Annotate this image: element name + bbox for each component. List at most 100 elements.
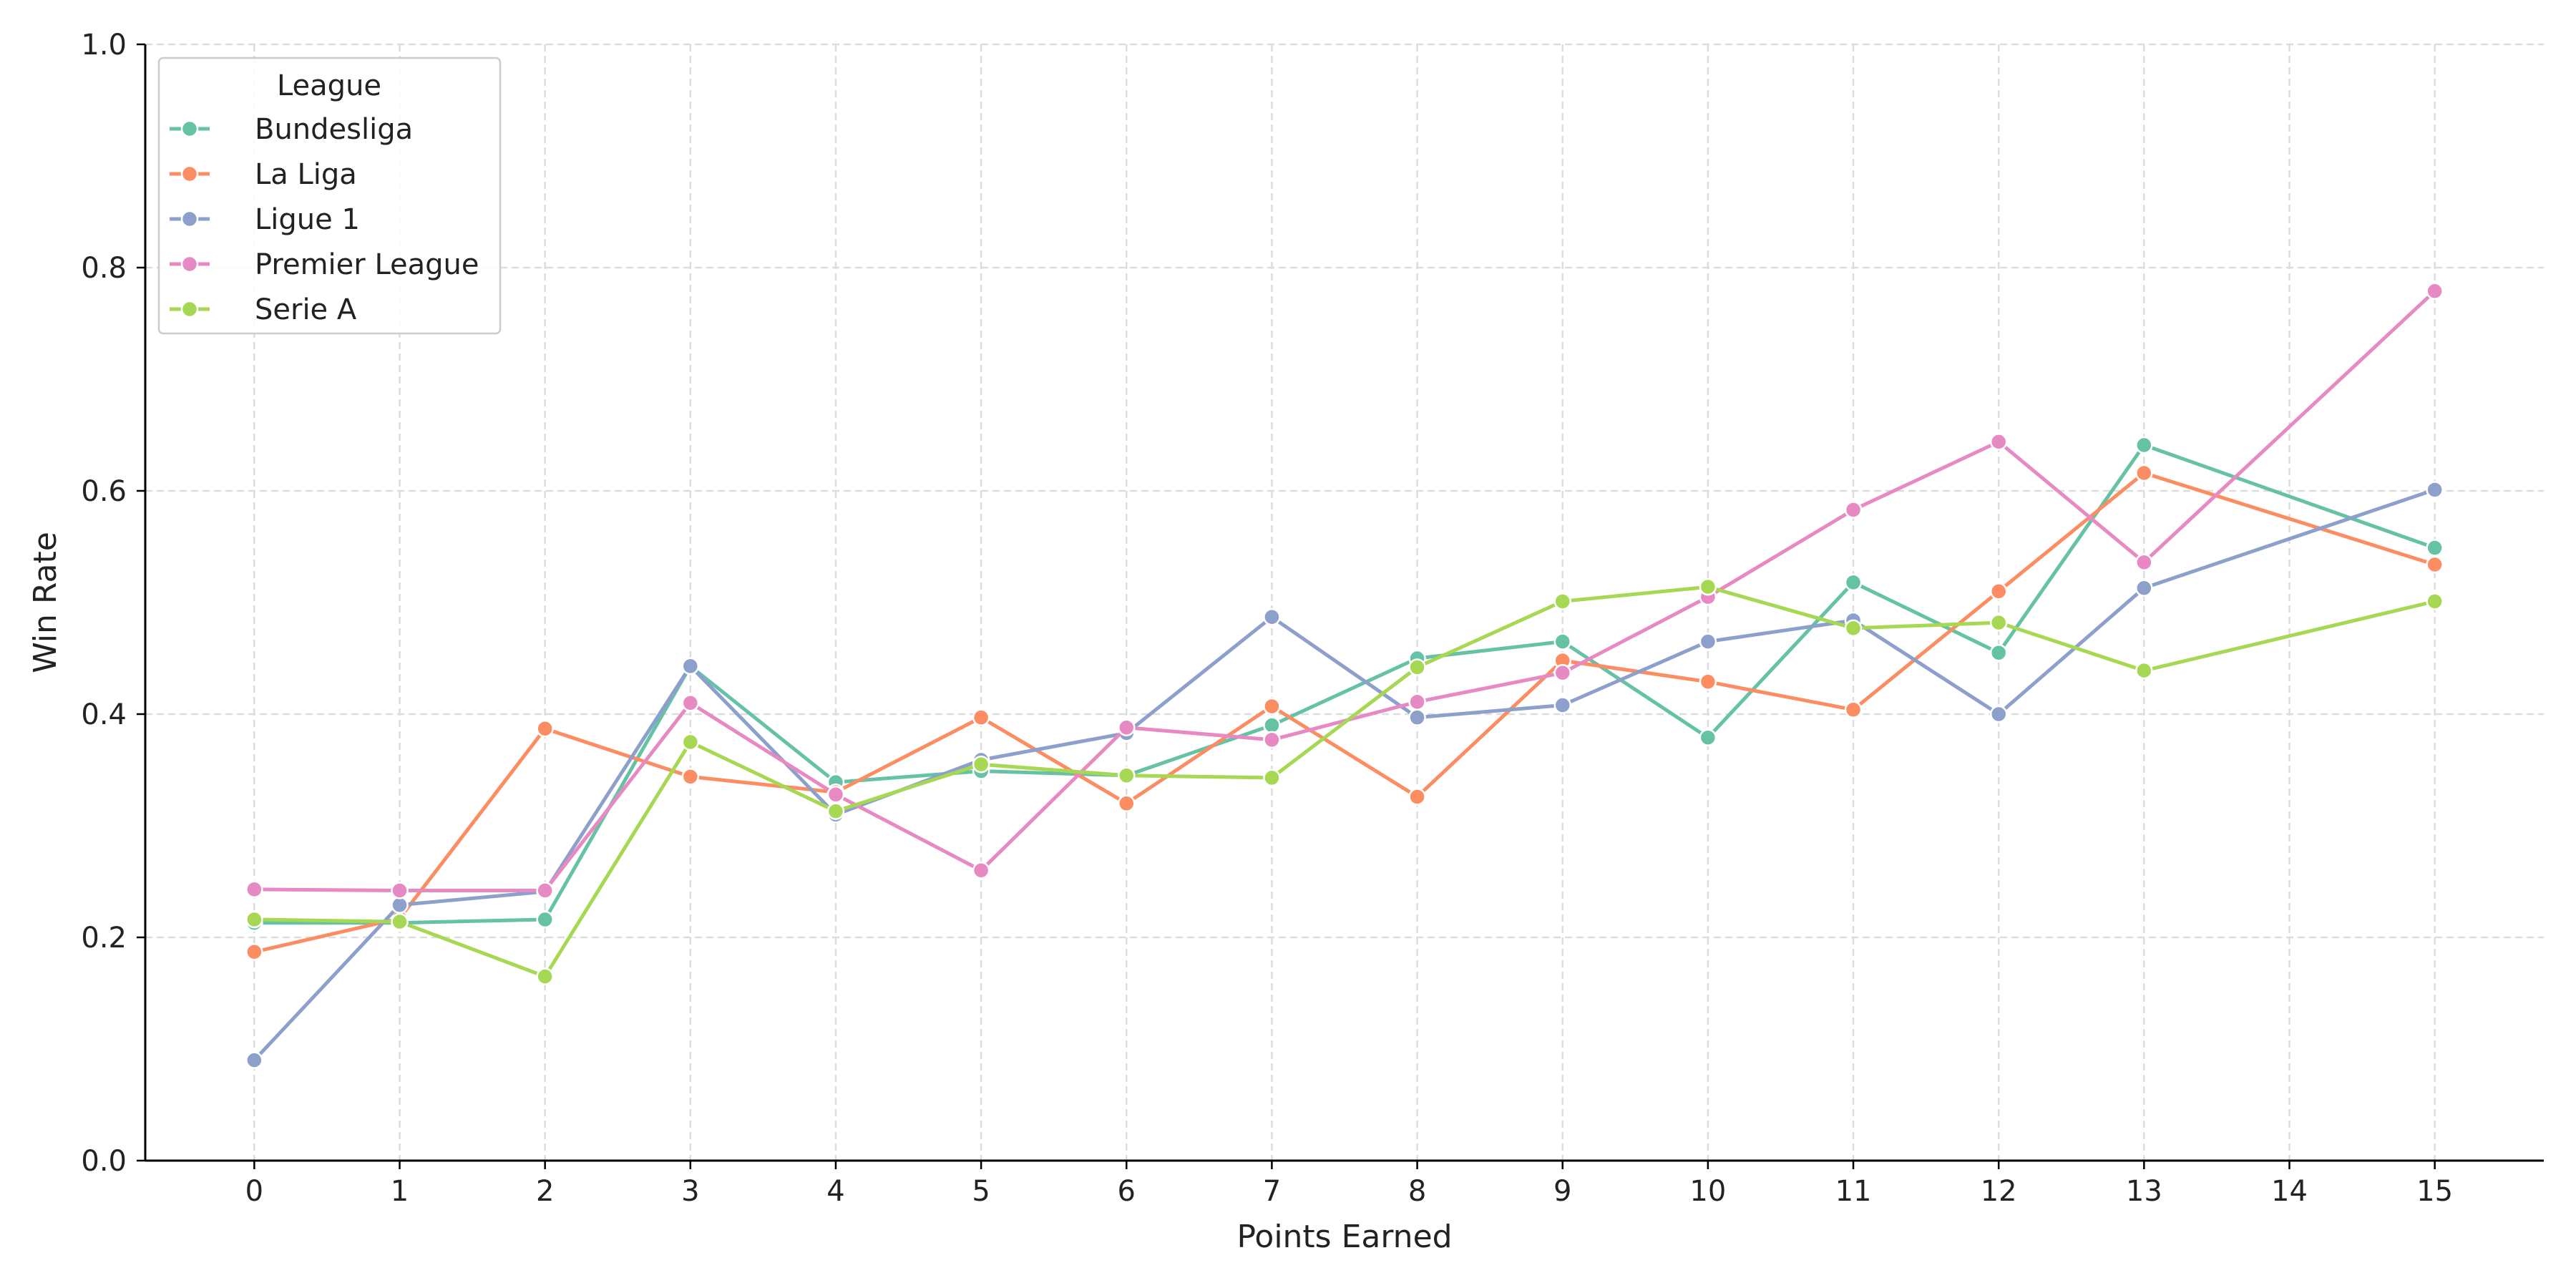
y-tick-label: 0.4 — [81, 698, 127, 731]
data-point — [2426, 481, 2444, 499]
legend-swatch-marker — [180, 300, 199, 318]
data-point — [245, 1051, 263, 1069]
data-point — [391, 896, 409, 914]
legend-title: League — [277, 69, 381, 102]
legend-item: Ligue 1 — [170, 203, 360, 236]
data-point — [245, 910, 263, 929]
data-point — [1263, 731, 1281, 749]
legend-swatch-marker — [180, 119, 199, 138]
legend-item: Bundesliga — [170, 113, 413, 146]
y-tick-label: 0.2 — [81, 922, 127, 955]
legend-label: La Liga — [255, 158, 357, 191]
data-point — [1699, 728, 1717, 747]
data-point — [826, 802, 845, 820]
x-tick-label: 14 — [2271, 1175, 2308, 1208]
data-point — [391, 882, 409, 899]
series-serie-a — [245, 577, 2444, 985]
x-tick-label: 13 — [2126, 1175, 2162, 1208]
x-tick-label: 12 — [1981, 1175, 2017, 1208]
legend-label: Bundesliga — [255, 113, 413, 146]
x-tick-label: 7 — [1263, 1175, 1281, 1208]
data-point — [2426, 282, 2444, 301]
data-point — [2135, 553, 2153, 572]
data-point — [681, 694, 700, 712]
axes — [137, 43, 2544, 1169]
x-tick-label: 4 — [826, 1175, 844, 1208]
data-point — [1844, 573, 1863, 592]
data-point — [681, 768, 700, 786]
x-tick-label: 1 — [391, 1175, 409, 1208]
data-point — [1553, 696, 1571, 714]
data-point — [1699, 673, 1717, 691]
legend-frame — [157, 57, 502, 335]
data-point — [1989, 433, 2008, 451]
data-point — [2426, 592, 2444, 610]
y-tick-label: 0.6 — [81, 475, 127, 508]
x-tick-label: 15 — [2416, 1175, 2453, 1208]
data-point — [1553, 664, 1571, 682]
legend-item: Serie A — [170, 293, 357, 326]
x-tick-label: 2 — [536, 1175, 554, 1208]
data-point — [972, 862, 990, 879]
data-point — [1118, 766, 1136, 785]
legend-swatch-marker — [180, 210, 199, 228]
tick-labels: 0 1 2 3 4 5 6 7 8 9 10 11 12 13 14 150.00.20.40.60.81.0 — [81, 29, 2453, 1208]
data-point — [1989, 705, 2008, 723]
data-point — [1408, 658, 1426, 676]
data-point — [2426, 539, 2444, 557]
data-point — [826, 786, 845, 804]
data-point — [1844, 619, 1863, 638]
x-tick-label: 5 — [972, 1175, 990, 1208]
data-point — [972, 708, 990, 726]
data-point — [2135, 579, 2153, 597]
data-point — [1844, 701, 1863, 719]
data-point — [536, 882, 554, 899]
data-point — [1263, 608, 1281, 626]
data-point — [1263, 697, 1281, 716]
data-point — [2135, 436, 2153, 454]
data-point — [1989, 643, 2008, 662]
x-tick-label: 0 — [245, 1175, 263, 1208]
legend-item: La Liga — [170, 158, 357, 191]
x-tick-label: 8 — [1408, 1175, 1426, 1208]
legend-label: Serie A — [255, 293, 357, 326]
data-point — [681, 733, 700, 751]
data-point — [245, 943, 263, 961]
series-lines — [245, 282, 2444, 1069]
y-tick-label: 0.0 — [81, 1145, 127, 1178]
data-point — [1408, 788, 1426, 806]
y-axis-title: Win Rate — [27, 532, 64, 673]
legend-swatch-marker — [180, 255, 199, 273]
x-tick-label: 6 — [1118, 1175, 1136, 1208]
data-point — [681, 657, 700, 675]
y-tick-label: 0.8 — [81, 252, 127, 285]
data-point — [1844, 501, 1863, 519]
y-tick-label: 1.0 — [81, 29, 127, 62]
x-tick-label: 9 — [1553, 1175, 1571, 1208]
data-point — [972, 755, 990, 774]
data-point — [1989, 582, 2008, 600]
legend-items: Bundesliga La Liga Ligue 1 Premier League Se… — [170, 113, 479, 326]
series-la-liga — [245, 464, 2444, 961]
x-tick-label: 11 — [1835, 1175, 1872, 1208]
data-point — [1989, 613, 2008, 632]
legend-label: Ligue 1 — [255, 203, 360, 236]
legend: League Bundesliga La Liga Ligue 1 Premier L… — [157, 57, 502, 335]
series-premier-league — [245, 282, 2444, 899]
data-point — [2426, 555, 2444, 574]
legend-label: Premier League — [255, 248, 479, 281]
data-point — [536, 910, 554, 929]
data-point — [391, 912, 409, 931]
data-point — [1408, 708, 1426, 726]
data-point — [1408, 693, 1426, 711]
data-point — [1263, 716, 1281, 734]
legend-swatch-marker — [180, 165, 199, 183]
data-point — [1118, 718, 1136, 736]
data-point — [1699, 633, 1717, 650]
data-point — [536, 967, 554, 985]
x-axis-title: Points Earned — [1236, 1219, 1452, 1255]
data-point — [1553, 592, 1571, 610]
data-point — [1118, 794, 1136, 813]
x-tick-label: 3 — [681, 1175, 699, 1208]
